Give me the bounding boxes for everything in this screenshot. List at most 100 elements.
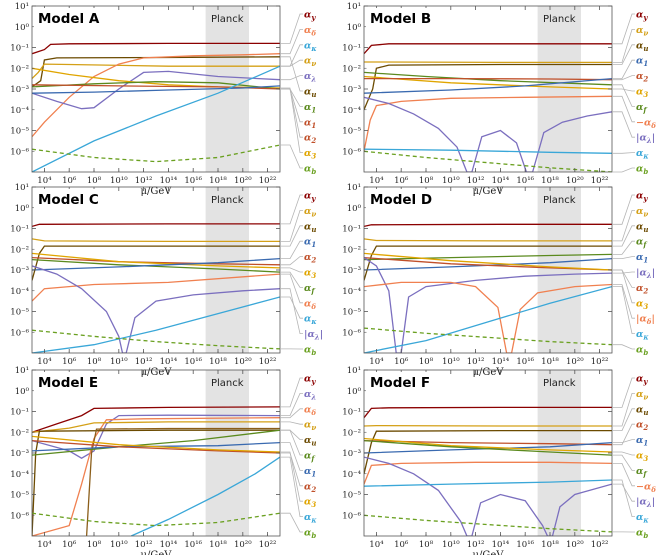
y-tick-label: 10⁰ <box>15 387 30 397</box>
legend-label: −αδ <box>636 117 656 130</box>
x-tick-label: 10¹⁰ <box>442 176 460 186</box>
x-tick-label: 10⁴ <box>37 540 52 550</box>
y-tick-label: 10⁻³ <box>342 266 361 276</box>
legend-label: α1 <box>304 466 316 479</box>
legend-label: αν <box>636 389 648 402</box>
x-tick-label: 10⁸ <box>87 357 102 367</box>
y-tick-label: 10¹ <box>347 183 361 193</box>
y-tick-label: 10⁻¹ <box>342 408 361 418</box>
y-tick-label: 10¹ <box>347 2 361 12</box>
legend-connector <box>612 111 635 138</box>
y-tick-label: 10⁻⁶ <box>342 511 361 521</box>
x-tick-label: 10²² <box>259 176 277 186</box>
legend-connector <box>612 393 635 427</box>
legend-connector <box>280 29 303 55</box>
y-tick-label: 10⁻⁶ <box>10 511 29 521</box>
series-line <box>364 253 612 261</box>
legend-label: αb <box>636 345 648 358</box>
legend-label: α3 <box>636 87 648 100</box>
series-line <box>364 281 612 353</box>
legend-label: αf <box>304 283 316 296</box>
legend-label: −αδ <box>636 481 656 494</box>
x-tick-label: 10¹⁶ <box>516 176 534 186</box>
series-line <box>32 53 280 138</box>
series-line <box>364 456 612 536</box>
x-tick-label: 10²² <box>259 357 277 367</box>
y-tick-label: 10⁻⁶ <box>342 147 361 157</box>
y-tick-label: 10⁻⁵ <box>10 491 29 501</box>
series-line <box>32 421 280 433</box>
legend-label: ακ <box>304 512 317 525</box>
series-line <box>364 75 612 90</box>
legend-connector <box>280 377 303 408</box>
legend-label: α3 <box>304 148 316 161</box>
legend-label: αu <box>304 435 316 448</box>
series-line <box>32 238 280 243</box>
y-tick-label: 10⁻⁴ <box>342 106 361 116</box>
legend-connector <box>612 286 635 334</box>
legend-connector <box>612 479 635 517</box>
legend-label: α1 <box>636 252 648 265</box>
series-line <box>364 95 612 152</box>
x-tick-label: 10⁴ <box>369 176 384 186</box>
legend-label: αb <box>636 528 648 541</box>
series-line <box>32 429 280 456</box>
planck-label: Planck <box>543 378 576 389</box>
legend-connector <box>280 194 303 225</box>
legend-label: αu <box>636 221 648 234</box>
series-line <box>32 435 280 453</box>
y-tick-label: 10⁻² <box>10 245 29 255</box>
x-tick-label: 10⁶ <box>394 176 409 186</box>
legend-label: αν <box>304 206 316 219</box>
x-tick-label: 10⁶ <box>62 540 77 550</box>
legend-label: αy <box>304 374 316 387</box>
legend-connector <box>612 284 635 319</box>
x-axis-label: μ/GeV <box>473 367 505 378</box>
x-tick-label: 10¹² <box>135 357 153 367</box>
panel-model-d: Planck 10⁴ 10⁶ 10⁸ 10¹⁰ 10¹² 10¹⁴ 10¹⁶ 10¹⁸ 10²⁰ 1… <box>342 183 655 378</box>
x-tick-label: 10²² <box>591 540 609 550</box>
legend-label: αy <box>636 10 648 23</box>
legend-connector <box>280 13 303 44</box>
legend-label: αδ <box>304 298 316 311</box>
legend-connector <box>612 75 635 81</box>
y-tick-label: 10⁻² <box>10 64 29 74</box>
x-tick-label: 10⁴ <box>369 540 384 550</box>
series-line <box>32 85 280 94</box>
legend-label: αf <box>636 102 648 115</box>
legend-connector <box>280 429 303 456</box>
legend-connector <box>612 439 635 443</box>
x-tick-label: 10⁸ <box>87 540 102 550</box>
x-tick-label: 10⁸ <box>419 176 434 186</box>
legend-label: αν <box>304 420 316 433</box>
legend-label: αu <box>636 404 648 417</box>
x-tick-label: 10²² <box>591 176 609 186</box>
legend-label: α2 <box>304 481 316 494</box>
x-tick-label: 10²⁰ <box>566 176 584 186</box>
legend-connector <box>612 451 635 456</box>
series-line <box>32 257 280 271</box>
y-tick-label: 10⁰ <box>347 387 362 397</box>
x-axis-label: μ/GeV <box>473 550 505 555</box>
legend-label: α1 <box>304 237 316 250</box>
y-tick-label: 10⁻² <box>342 245 361 255</box>
series-line <box>364 148 612 154</box>
y-tick-label: 10⁻³ <box>342 449 361 459</box>
y-tick-label: 10⁻⁴ <box>10 106 29 116</box>
legend-label: α3 <box>636 451 648 464</box>
y-tick-label: 10⁰ <box>347 23 362 33</box>
x-tick-label: 10⁶ <box>62 176 77 186</box>
series-line <box>32 429 280 536</box>
legend-label: |αλ| <box>304 329 323 342</box>
legend-label: |αλ| <box>636 497 655 510</box>
x-tick-label: 10⁶ <box>62 357 77 367</box>
x-tick-label: 10¹⁰ <box>442 357 460 367</box>
y-tick-label: 10⁻³ <box>10 85 29 95</box>
y-tick-label: 10⁻² <box>342 428 361 438</box>
series-line <box>364 96 612 172</box>
legend-connector <box>280 87 303 153</box>
y-tick-label: 10¹ <box>15 366 29 376</box>
y-tick-label: 10⁻⁶ <box>10 147 29 157</box>
series-line <box>32 56 280 88</box>
y-tick-label: 10⁻¹ <box>342 44 361 54</box>
